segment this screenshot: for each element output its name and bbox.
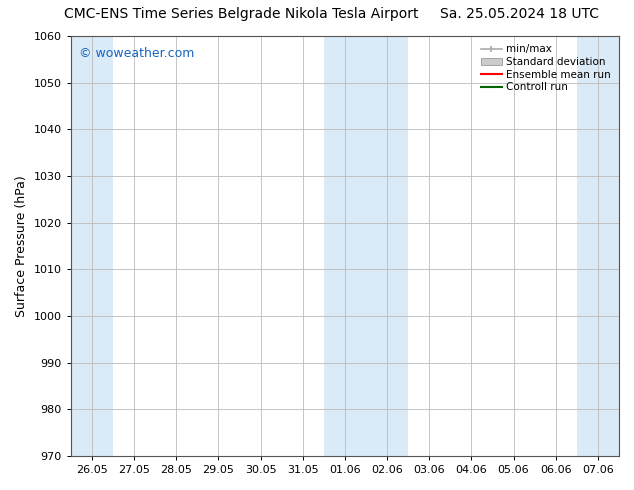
Bar — [366, 36, 408, 456]
Y-axis label: Surface Pressure (hPa): Surface Pressure (hPa) — [15, 175, 28, 317]
Bar — [324, 36, 366, 456]
Legend: min/max, Standard deviation, Ensemble mean run, Controll run: min/max, Standard deviation, Ensemble me… — [478, 41, 614, 96]
Text: © woweather.com: © woweather.com — [79, 47, 194, 60]
Text: Sa. 25.05.2024 18 UTC: Sa. 25.05.2024 18 UTC — [441, 7, 599, 22]
Bar — [577, 36, 619, 456]
Bar — [71, 36, 113, 456]
Text: CMC-ENS Time Series Belgrade Nikola Tesla Airport: CMC-ENS Time Series Belgrade Nikola Tesl… — [63, 7, 418, 22]
